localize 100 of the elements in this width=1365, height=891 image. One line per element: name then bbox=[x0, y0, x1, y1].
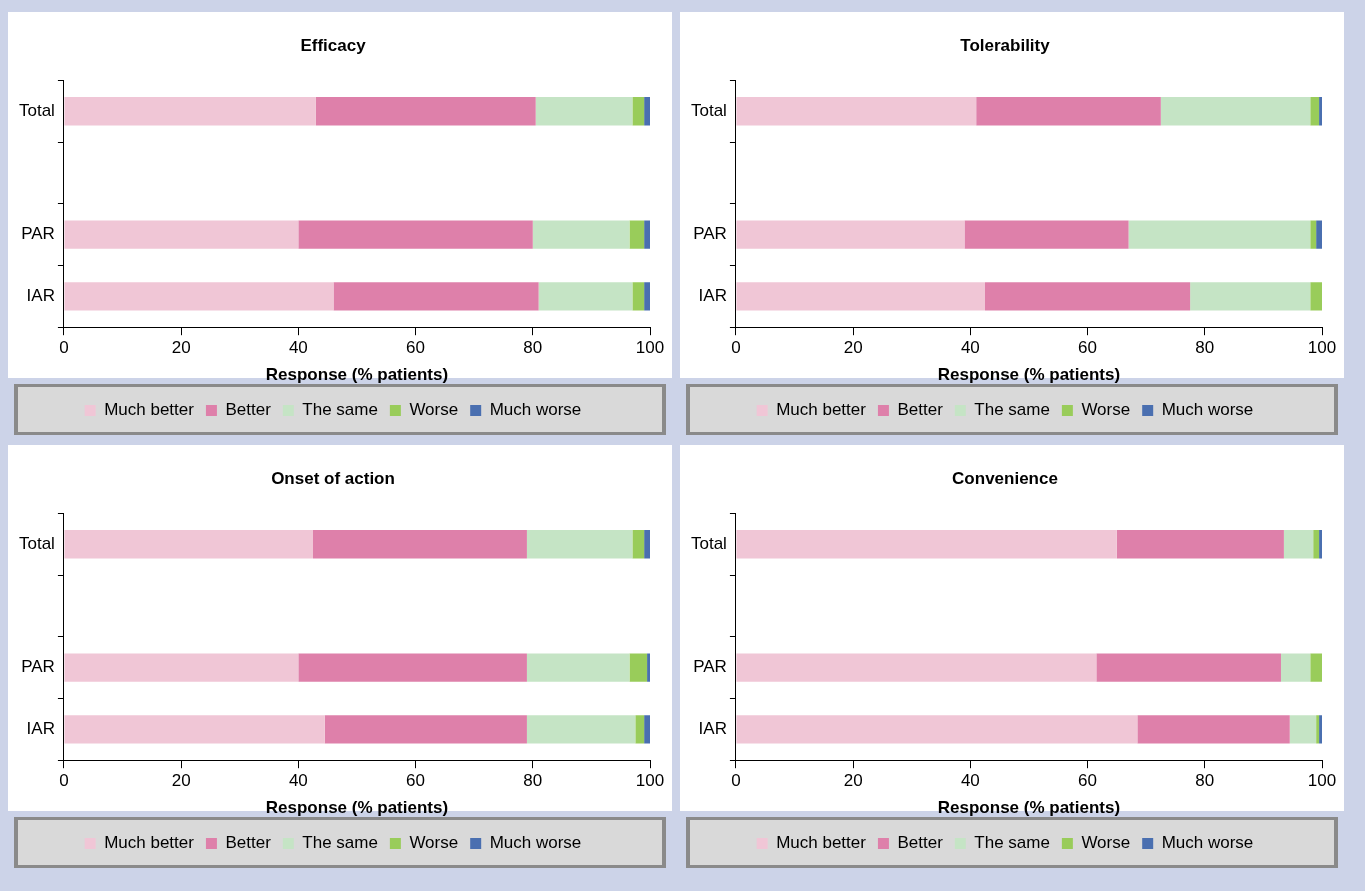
legend-label: Much better bbox=[776, 833, 867, 853]
bar bbox=[526, 715, 636, 744]
legend-label: Much better bbox=[776, 400, 867, 420]
bar bbox=[298, 220, 533, 249]
bar bbox=[1310, 653, 1322, 682]
x-tick-label: 100 bbox=[1307, 771, 1337, 791]
chart-title: Convenience bbox=[952, 468, 1058, 488]
y-tick-label: Total bbox=[690, 100, 727, 120]
y-tick-label: IAR bbox=[698, 286, 727, 306]
bar bbox=[315, 97, 536, 126]
legend-label: Better bbox=[897, 833, 944, 853]
bar bbox=[644, 97, 650, 126]
bar bbox=[632, 530, 645, 559]
bar bbox=[629, 220, 645, 249]
x-tick-label: 60 bbox=[1078, 338, 1098, 358]
bar bbox=[313, 530, 527, 559]
chart-title: Efficacy bbox=[300, 35, 367, 55]
x-tick-label: 40 bbox=[288, 338, 308, 358]
bar bbox=[1319, 97, 1322, 126]
x-tick-label: 100 bbox=[635, 771, 665, 791]
y-tick-label: PAR bbox=[21, 224, 55, 244]
legend-label: Better bbox=[897, 400, 944, 420]
bar bbox=[1319, 530, 1322, 559]
bar bbox=[64, 530, 313, 559]
bar bbox=[736, 715, 1138, 744]
bar bbox=[736, 282, 985, 311]
legend-label: Much worse bbox=[1161, 833, 1254, 853]
x-tick-label: 0 bbox=[731, 338, 741, 358]
bar bbox=[538, 282, 633, 311]
bar bbox=[1160, 97, 1311, 126]
bar bbox=[635, 715, 645, 744]
x-tick-label: 40 bbox=[960, 771, 980, 791]
y-tick-label: IAR bbox=[26, 286, 55, 306]
bar bbox=[64, 653, 299, 682]
legend-label: The same bbox=[974, 833, 1050, 853]
x-axis-title: Response (% patients) bbox=[937, 798, 1121, 818]
chart-title: Tolerability bbox=[960, 35, 1051, 55]
x-axis-title: Response (% patients) bbox=[265, 798, 449, 818]
bar bbox=[1310, 220, 1317, 249]
bar bbox=[644, 220, 650, 249]
bar bbox=[1280, 653, 1311, 682]
x-tick-label: 20 bbox=[843, 338, 863, 358]
x-tick-label: 80 bbox=[523, 338, 543, 358]
x-tick-label: 20 bbox=[843, 771, 863, 791]
legend-label: Much worse bbox=[489, 400, 582, 420]
legend-label: The same bbox=[302, 400, 378, 420]
bar bbox=[324, 715, 527, 744]
x-tick-label: 40 bbox=[960, 338, 980, 358]
y-tick-label: PAR bbox=[21, 657, 55, 677]
y-tick-label: Total bbox=[690, 533, 727, 553]
legend-label: Much better bbox=[104, 400, 195, 420]
x-tick-label: 60 bbox=[1078, 771, 1098, 791]
bar bbox=[644, 530, 650, 559]
bar bbox=[1289, 715, 1317, 744]
y-tick-label: Total bbox=[18, 100, 55, 120]
bar bbox=[333, 282, 539, 311]
bar bbox=[976, 97, 1161, 126]
x-tick-label: 0 bbox=[59, 771, 69, 791]
legend-label: Much better bbox=[104, 833, 195, 853]
x-tick-label: 100 bbox=[635, 338, 665, 358]
legend-label: Much worse bbox=[489, 833, 582, 853]
bar bbox=[644, 282, 650, 311]
x-tick-label: 20 bbox=[171, 771, 191, 791]
legend-label: The same bbox=[302, 833, 378, 853]
bar bbox=[64, 97, 316, 126]
bar bbox=[736, 97, 977, 126]
bar bbox=[632, 97, 645, 126]
y-tick-label: IAR bbox=[26, 719, 55, 739]
bar bbox=[526, 653, 630, 682]
x-tick-label: 20 bbox=[171, 338, 191, 358]
bar bbox=[632, 282, 645, 311]
y-tick-label: PAR bbox=[693, 657, 727, 677]
legend-label: Worse bbox=[409, 400, 459, 420]
bar bbox=[1313, 530, 1320, 559]
bar bbox=[1116, 530, 1284, 559]
x-tick-label: 80 bbox=[1195, 338, 1215, 358]
x-axis-title: Response (% patients) bbox=[265, 365, 449, 385]
bar bbox=[298, 653, 527, 682]
bar bbox=[644, 715, 650, 744]
bar bbox=[736, 530, 1117, 559]
x-tick-label: 0 bbox=[731, 771, 741, 791]
bar bbox=[1283, 530, 1314, 559]
bar bbox=[535, 97, 633, 126]
bar bbox=[964, 220, 1129, 249]
bar bbox=[64, 220, 299, 249]
legend-label: Better bbox=[225, 400, 272, 420]
bar bbox=[647, 653, 650, 682]
legend-label: Much worse bbox=[1161, 400, 1254, 420]
bar bbox=[1096, 653, 1281, 682]
legend-label: Better bbox=[225, 833, 272, 853]
bar bbox=[629, 653, 648, 682]
bar bbox=[1137, 715, 1290, 744]
bar bbox=[736, 653, 1097, 682]
x-tick-label: 40 bbox=[288, 771, 308, 791]
bar bbox=[64, 715, 325, 744]
bar bbox=[1316, 220, 1322, 249]
y-tick-label: Total bbox=[18, 533, 55, 553]
x-tick-label: 0 bbox=[59, 338, 69, 358]
y-tick-label: PAR bbox=[693, 224, 727, 244]
legend-label: Worse bbox=[409, 833, 459, 853]
